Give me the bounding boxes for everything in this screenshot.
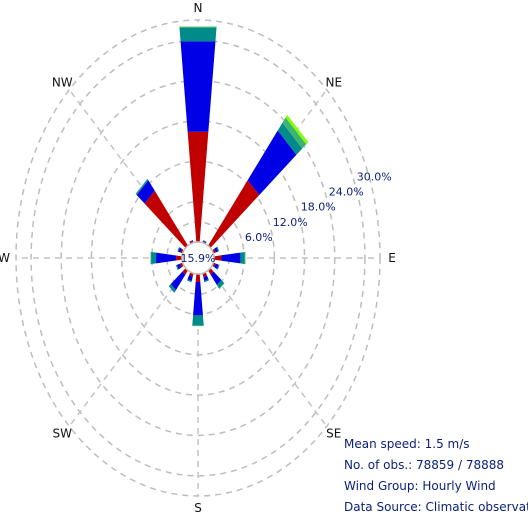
petal-sse-band-1 <box>203 275 209 282</box>
petal-wnw-band-1 <box>178 247 182 253</box>
petal-e-band-1 <box>221 252 241 264</box>
petal-w-band-1 <box>156 252 177 264</box>
calm-percent-label: 15.9% <box>181 252 216 265</box>
compass-se: SE <box>326 426 341 440</box>
petal-wnw-band-2 <box>177 246 180 252</box>
petal-se-band-2 <box>216 279 225 289</box>
petal-ese-band-1 <box>214 263 219 270</box>
petal-sse-band-2 <box>204 279 209 283</box>
petal-se-band-3 <box>219 282 225 290</box>
petal-e-band-0 <box>213 255 222 261</box>
petal-sw-band-1 <box>170 271 186 291</box>
petal-nnw-band-1 <box>189 240 194 243</box>
ring-label-4: 30.0% <box>357 170 392 183</box>
compass-sw: SW <box>52 426 72 440</box>
ring-value-labels: 6.0%12.0% 18.0% 24.0% 30.0% <box>245 170 392 243</box>
petal-e-band-2 <box>240 252 245 264</box>
ring-label-1: 12.0% <box>273 216 308 229</box>
petal-w-band-0 <box>176 255 183 261</box>
petal-nne-band-1 <box>202 240 207 243</box>
data-source-text: Data Source: Climatic observation <box>344 500 528 514</box>
petal-ne-band-4 <box>285 114 309 145</box>
compass-e: E <box>388 251 396 265</box>
petal-s-band-0 <box>195 273 201 282</box>
compass-s: S <box>194 501 202 515</box>
compass-nw: NW <box>52 76 73 90</box>
mean-speed-text: Mean speed: 1.5 m/s <box>344 437 470 451</box>
compass-labels: N NE E SE S SW W NW <box>0 1 396 515</box>
calm-circle-group: 15.9% <box>181 241 216 275</box>
ring-label-0: 6.0% <box>245 231 273 244</box>
wind-petals <box>135 26 309 327</box>
petal-s-band-2 <box>192 315 204 326</box>
petal-ssw-band-2 <box>187 279 192 283</box>
petal-nne-band-2 <box>202 240 207 243</box>
petal-w-band-3 <box>150 251 152 265</box>
ring-label-2: 18.0% <box>301 201 336 214</box>
petal-ene-band-2 <box>216 246 220 252</box>
compass-ne: NE <box>325 76 342 90</box>
ring-label-3: 24.0% <box>329 186 364 199</box>
petal-s-band-3 <box>192 325 204 327</box>
petal-n-band-0 <box>187 131 209 243</box>
petal-n-band-1 <box>180 41 216 132</box>
grid-ring-5 <box>30 39 366 477</box>
summary-info: Mean speed: 1.5 m/s No. of obs.: 78859 /… <box>344 434 528 518</box>
petal-n-band-2 <box>179 27 217 42</box>
spoke-SE <box>208 268 328 427</box>
petal-e-band-3 <box>244 251 246 265</box>
petal-nw-band-3 <box>135 178 148 195</box>
grid-ring-4 <box>60 79 336 437</box>
calm-circle <box>181 241 215 275</box>
petal-ssw-band-1 <box>187 275 193 282</box>
petal-wsw-band-1 <box>176 263 182 270</box>
petal-w-band-2 <box>151 251 157 265</box>
petal-se-band-1 <box>210 271 222 286</box>
petal-ese-band-2 <box>216 264 220 270</box>
petal-nw-band-1 <box>136 180 155 204</box>
wind-group-text: Wind Group: Hourly Wind <box>344 479 496 493</box>
compass-w: W <box>0 251 10 265</box>
petal-n-band-3 <box>179 26 217 28</box>
petal-ne-band-0 <box>208 180 260 248</box>
petal-nw-band-2 <box>135 179 149 196</box>
petal-nw-band-0 <box>144 190 188 248</box>
petal-ne-band-2 <box>277 122 303 155</box>
petal-ne-band-1 <box>247 130 297 196</box>
petal-sw-band-2 <box>168 284 176 293</box>
observations-text: No. of obs.: 78859 / 78888 <box>344 458 505 472</box>
petal-ene-band-1 <box>214 247 219 253</box>
petal-ne-band-3 <box>282 117 307 149</box>
compass-n: N <box>194 1 203 15</box>
petal-wsw-band-2 <box>175 264 179 271</box>
petal-s-band-1 <box>193 281 203 316</box>
